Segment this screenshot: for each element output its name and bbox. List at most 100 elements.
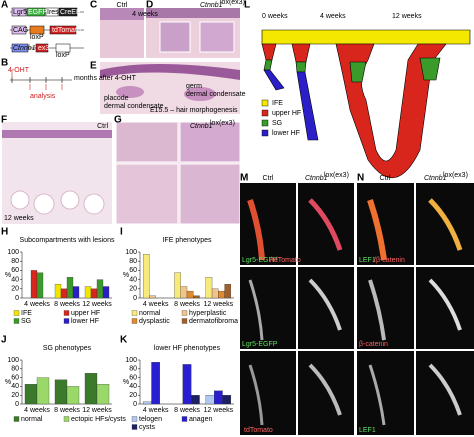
y-axis-label: %	[5, 272, 11, 279]
label: Ctnnb1	[305, 175, 328, 182]
time-label: 0 weeks	[262, 13, 288, 20]
label: lox(ex3)	[210, 120, 235, 127]
label: LEF1	[359, 427, 376, 434]
y-tick-label: 20	[129, 286, 137, 293]
legend-label: upper HF	[71, 310, 100, 317]
y-axis-label: %	[123, 272, 129, 279]
bar	[54, 379, 68, 405]
chart-title: Subcompartments with lesions	[20, 237, 115, 244]
construct-label: loxP	[56, 52, 70, 59]
bar	[191, 395, 200, 405]
y-tick-label: 0	[15, 401, 19, 408]
bar	[96, 384, 110, 405]
y-tick-label: 40	[11, 276, 19, 283]
y-tick-label: 0	[133, 295, 137, 302]
bar	[218, 290, 225, 299]
panel-letter: M	[240, 173, 248, 184]
y-tick-label: 80	[129, 258, 137, 265]
panel-letter: N	[357, 173, 364, 184]
chart-title: IFE phenotypes	[162, 237, 212, 244]
y-tick-label: 20	[129, 392, 137, 399]
label: 4 weeks	[132, 11, 158, 18]
panel-letter: C	[90, 0, 97, 11]
legend-label: telogen	[139, 416, 162, 423]
legend-label: ectopic HFs/cysts	[71, 416, 126, 423]
x-tick-label: 4 weeks	[143, 301, 169, 308]
y-tick-label: 80	[11, 366, 19, 373]
legend-swatch	[63, 416, 70, 422]
label: Ctrl	[263, 175, 274, 182]
construct-label: Ires	[47, 9, 59, 16]
label: /tdTomato	[270, 257, 301, 264]
legend-label: upper HF	[272, 110, 301, 117]
bar	[142, 254, 150, 299]
label: Ctnnb1	[424, 175, 447, 182]
y-axis-label: %	[5, 379, 11, 386]
label: lox(ex3)	[220, 0, 245, 6]
construct-label: Lgr5	[13, 9, 27, 16]
panel-letter: F	[1, 115, 7, 126]
label: Ctnnb1	[190, 123, 213, 130]
x-tick-label: 12 weeks	[82, 301, 112, 308]
y-tick-label: 60	[129, 267, 137, 274]
bar	[72, 286, 80, 299]
label: analysis	[30, 93, 56, 100]
y-tick-label: 20	[11, 392, 19, 399]
follicle-diagram	[261, 29, 471, 178]
y-tick-label: 100	[125, 249, 137, 256]
y-tick-label: 60	[11, 267, 19, 274]
label: LEF1	[359, 257, 376, 264]
legend-label: cysts	[139, 424, 155, 431]
construct-label: Ctnnb1	[13, 45, 36, 52]
x-tick-label: 8 weeks	[174, 407, 200, 414]
y-tick-label: 100	[7, 249, 19, 256]
bar	[151, 362, 160, 405]
construct-label: tdTomato	[52, 27, 81, 34]
x-tick-label: 4 weeks	[143, 407, 169, 414]
y-tick-label: 100	[125, 357, 137, 364]
label: germ	[186, 83, 202, 90]
legend-swatch	[63, 310, 70, 316]
legend-swatch	[131, 318, 138, 324]
x-tick-label: 4 weeks	[24, 301, 50, 308]
legend-swatch	[261, 129, 269, 137]
x-tick-label: 12 weeks	[204, 407, 234, 414]
bar	[60, 288, 68, 299]
panel-letter: D	[146, 0, 153, 11]
bar	[54, 284, 62, 299]
label: Ctrl	[117, 2, 128, 9]
bar	[182, 364, 192, 405]
bar	[90, 288, 98, 299]
y-tick-label: 60	[129, 374, 137, 381]
construct-label: CAG	[13, 27, 28, 34]
label: placode	[104, 95, 129, 102]
label: Ctrl	[97, 123, 108, 130]
legend-label: dysplastic	[139, 318, 170, 325]
bar	[222, 395, 232, 405]
bar	[193, 295, 200, 299]
x-tick-label: 8 weeks	[54, 407, 80, 414]
panel-letter: I	[120, 227, 123, 238]
bar	[214, 390, 223, 405]
bar	[186, 290, 194, 299]
label: dermal condensate	[186, 91, 246, 98]
y-tick-label: 20	[11, 286, 19, 293]
label: months after 4-OHT	[74, 75, 137, 82]
y-tick-label: 40	[129, 383, 137, 390]
label: lox(ex3)	[324, 172, 349, 179]
legend-swatch	[261, 109, 269, 117]
bar	[205, 395, 215, 405]
y-tick-label: 80	[129, 366, 137, 373]
label: Ctnnb1	[200, 2, 223, 9]
legend-swatch	[13, 416, 20, 422]
time-label: 4 weeks	[320, 13, 346, 20]
legend-label: IFE	[21, 310, 32, 317]
legend-swatch	[13, 318, 20, 324]
construct-diagram	[10, 7, 84, 53]
panel-letter: B	[1, 58, 8, 69]
legend-swatch	[181, 318, 188, 324]
timeline	[10, 70, 72, 90]
construct-label: CreER	[60, 9, 81, 16]
y-tick-label: 60	[11, 374, 19, 381]
construct-label: ex3	[38, 45, 49, 52]
